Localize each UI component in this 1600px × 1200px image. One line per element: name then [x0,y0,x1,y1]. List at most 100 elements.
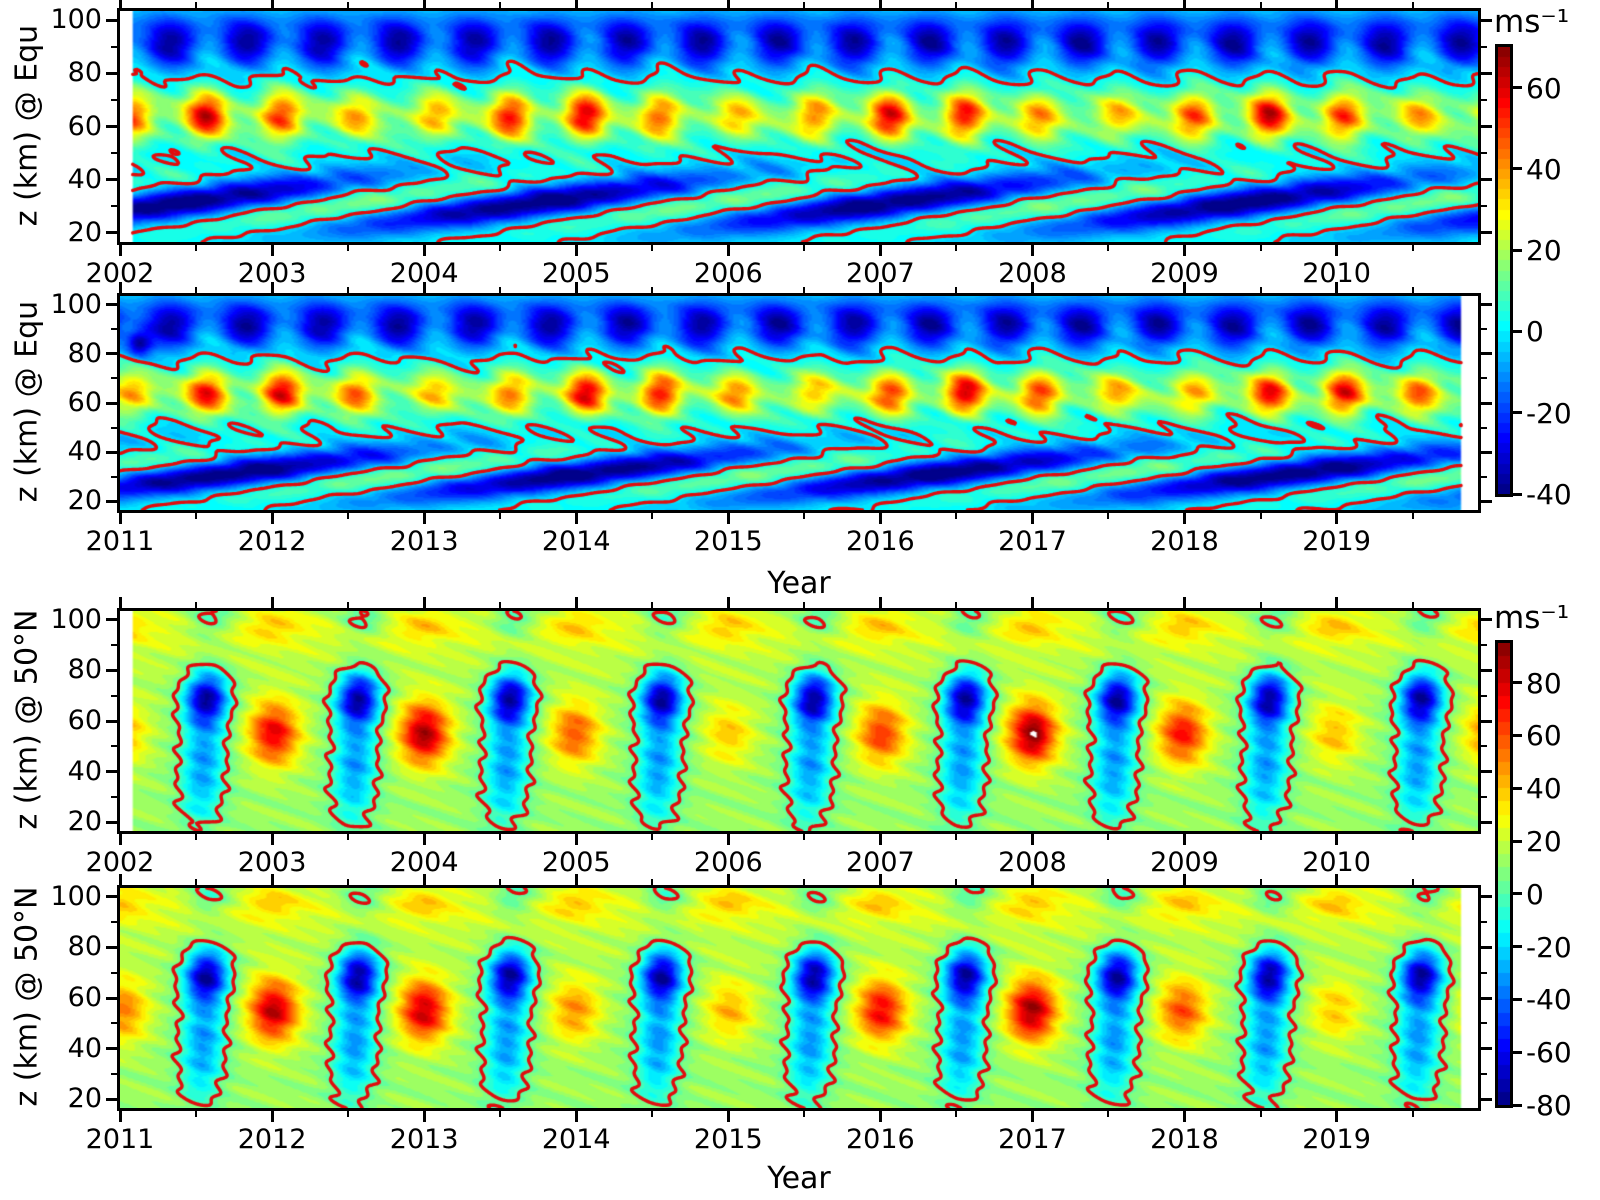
axis-tick [574,1111,578,1122]
axis-tick [118,245,122,256]
x-tick-label: 2007 [845,847,915,878]
axis-tick [1335,245,1339,256]
axis-tick [726,834,730,845]
axis-tick [270,0,274,8]
axis-tick [499,245,502,251]
x-tick-label: 2017 [998,1124,1067,1155]
axis-tick [106,352,117,356]
x-tick-label: 2011 [85,526,155,557]
axis-tick [878,597,882,608]
axis-tick [1335,597,1339,608]
y-tick-label: 80 [67,654,102,686]
axis-tick [106,895,117,899]
y-tick-label: 20 [67,216,102,248]
y-tick-label: 100 [50,880,102,912]
y-tick-label: 60 [67,982,102,1013]
axis-tick [111,45,117,48]
colorbar-tick-label: 40 [1526,152,1562,186]
axis-tick [1481,1047,1492,1051]
axis-tick [1107,834,1110,840]
axis-tick [803,1111,806,1117]
axis-tick [651,602,654,608]
axis-tick [803,513,806,519]
colorbar-tick-label: -40 [1526,983,1572,1017]
colorbar-tick-label: -60 [1526,1036,1572,1070]
axis-tick [1335,1111,1339,1122]
axis-tick [1411,287,1414,293]
x-axis-label-year-lower: Year [767,1161,831,1196]
colorbar-tick-label: -40 [1526,478,1572,511]
x-tick-label: 2011 [85,1124,155,1155]
axis-tick [1481,921,1487,924]
axis-tick [955,834,958,840]
y-tick-label: 100 [50,288,102,320]
axis-tick [1259,879,1262,885]
colorbar-cb1 [1495,44,1513,497]
axis-tick [1259,834,1262,840]
axis-tick [1183,597,1186,608]
axis-tick [1513,892,1522,896]
axis-tick [1183,282,1186,293]
axis-tick [111,426,117,429]
axis-tick [1481,426,1487,429]
axis-tick [1481,45,1487,48]
axis-tick [1411,245,1414,251]
axis-tick [1481,618,1492,622]
axis-tick [1030,282,1034,293]
axis-tick [347,1111,350,1117]
axis-tick [106,450,117,454]
axis-tick [803,245,806,251]
axis-tick [1481,377,1487,380]
axis-tick [1481,996,1492,1000]
axis-tick [1411,602,1414,608]
colorbar-tick-label: 20 [1526,234,1562,268]
p3-contour-canvas [120,611,1478,831]
axis-tick [1183,834,1186,845]
axis-tick [1259,287,1262,293]
axis-tick [803,2,806,8]
axis-tick [195,879,198,885]
axis-tick [195,245,198,251]
cb2-gradient-canvas [1498,643,1510,1105]
axis-tick [955,602,958,608]
axis-tick [347,2,350,8]
x-tick-label: 2012 [237,526,307,557]
axis-tick [1513,329,1522,333]
x-tick-label: 2008 [998,847,1067,878]
axis-tick [1513,1050,1522,1054]
axis-tick [1259,513,1262,519]
y-tick-label: 60 [67,387,102,418]
axis-tick [955,2,958,8]
axis-tick [1481,152,1487,155]
axis-tick [1411,2,1414,8]
axis-tick [499,287,502,293]
axis-tick [1183,0,1186,8]
axis-tick [726,597,730,608]
axis-tick [955,1111,958,1117]
axis-tick [499,513,502,519]
axis-tick [106,996,117,1000]
axis-tick [1030,0,1034,8]
colorbar-tick-label: 60 [1526,719,1562,753]
axis-tick [111,795,117,798]
axis-tick [1411,1111,1414,1117]
axis-tick [803,879,806,885]
axis-tick [1107,2,1110,8]
y-tick-label: 100 [50,4,102,36]
axis-tick [347,602,350,608]
x-tick-label: 2003 [237,847,307,878]
axis-tick [574,597,578,608]
axis-tick [574,245,578,256]
axis-tick [106,719,117,723]
x-tick-label: 2015 [693,526,763,557]
axis-tick [347,513,350,519]
axis-tick [726,245,730,256]
axis-tick [955,245,958,251]
y-tick-label: 40 [67,755,102,787]
heatmap-panel-p2 [117,293,1481,513]
x-tick-label: 2010 [1302,847,1371,878]
x-tick-label: 2016 [845,526,915,557]
axis-tick [111,475,117,478]
axis-tick [1107,602,1110,608]
